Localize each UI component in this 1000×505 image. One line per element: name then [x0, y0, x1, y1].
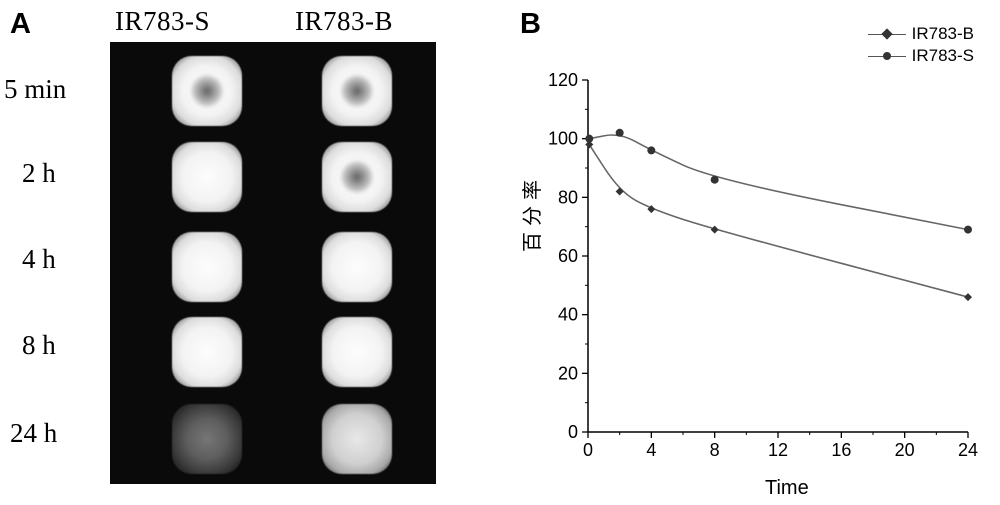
row-label-4h: 4 h — [22, 244, 122, 275]
svg-text:4: 4 — [646, 440, 656, 460]
svg-text:20: 20 — [558, 363, 578, 383]
well — [172, 404, 242, 474]
well — [322, 232, 392, 302]
svg-text:12: 12 — [768, 440, 788, 460]
col-header-ir783b: IR783-B — [295, 6, 393, 37]
svg-text:0: 0 — [583, 440, 593, 460]
svg-text:60: 60 — [558, 246, 578, 266]
row-label-5min: 5 min — [4, 74, 104, 105]
line-chart-svg: 0 20 40 60 80 100 120 0 4 8 12 16 20 24 — [520, 22, 990, 482]
row-label-24h: 24 h — [10, 418, 110, 449]
well — [322, 317, 392, 387]
row-label-2h: 2 h — [22, 158, 122, 189]
fluorescence-image — [110, 42, 436, 484]
well — [172, 317, 242, 387]
panel-b-chart: IR783-B IR783-S 020406080100120048121620… — [520, 22, 990, 502]
svg-text:20: 20 — [895, 440, 915, 460]
well — [322, 142, 392, 212]
svg-text:8: 8 — [710, 440, 720, 460]
well — [322, 56, 392, 126]
svg-text:16: 16 — [831, 440, 851, 460]
well — [322, 404, 392, 474]
svg-text:120: 120 — [548, 70, 578, 90]
panel-a: IR783-S IR783-B 5 min 2 h 4 h 8 h 24 h — [0, 0, 500, 505]
well — [172, 232, 242, 302]
well — [172, 142, 242, 212]
svg-text:80: 80 — [558, 187, 578, 207]
col-header-ir783s: IR783-S — [115, 6, 210, 37]
well — [172, 56, 242, 126]
x-axis-title: Time — [765, 477, 809, 500]
svg-text:40: 40 — [558, 305, 578, 325]
svg-text:24: 24 — [958, 440, 978, 460]
y-axis-title: 百分率 — [516, 174, 545, 252]
svg-text:0: 0 — [568, 422, 578, 442]
row-label-8h: 8 h — [22, 330, 122, 361]
svg-text:100: 100 — [548, 129, 578, 149]
